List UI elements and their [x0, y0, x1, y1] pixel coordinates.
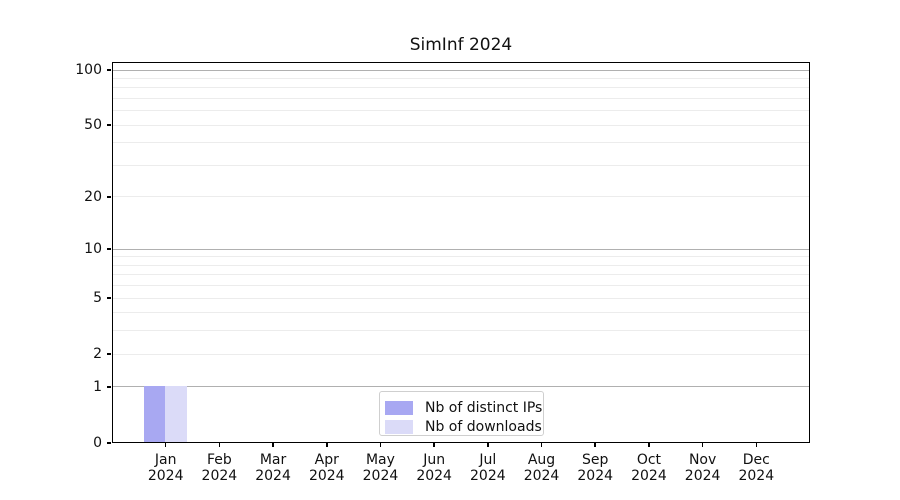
major-gridline: [113, 248, 809, 250]
minor-gridline: [113, 142, 809, 144]
minor-gridline: [113, 353, 809, 355]
major-gridline: [113, 69, 809, 71]
x-tick-label: Jun 2024: [416, 452, 452, 484]
x-tick-label: Oct 2024: [631, 452, 667, 484]
minor-gridline: [113, 124, 809, 126]
x-tick: [326, 443, 328, 447]
y-tick: [107, 297, 111, 299]
x-tick: [487, 443, 489, 447]
legend-item-downloads: Nb of downloads: [385, 417, 543, 436]
y-tick-label: 50: [84, 117, 102, 134]
y-tick: [107, 124, 111, 126]
y-tick-label: 1: [93, 378, 102, 395]
minor-gridline: [113, 312, 809, 314]
y-tick-label: 0: [93, 435, 102, 451]
legend-label-distinct-ips: Nb of distinct IPs: [425, 399, 543, 416]
y-tick-label: 20: [84, 188, 102, 205]
x-tick-label: Jul 2024: [470, 452, 506, 484]
y-tick-label: 2: [93, 346, 102, 363]
y-tick: [107, 196, 111, 198]
x-tick: [701, 443, 704, 447]
legend-label-downloads: Nb of downloads: [425, 418, 542, 435]
x-tick-label: Mar 2024: [255, 452, 291, 484]
x-tick: [433, 443, 435, 447]
minor-gridline: [113, 97, 809, 99]
minor-gridline: [113, 196, 809, 198]
x-tick: [540, 443, 543, 447]
plot-area: [112, 62, 810, 443]
minor-gridline: [113, 285, 809, 287]
chart-title: SimInf 2024: [409, 35, 513, 55]
minor-gridline: [113, 77, 809, 79]
minor-gridline: [113, 274, 809, 276]
x-tick-label: Apr 2024: [308, 452, 345, 484]
x-tick: [164, 443, 167, 447]
x-tick-label: May 2024: [362, 452, 399, 484]
bar-nb-of-distinct-ips: [143, 386, 166, 443]
y-tick: [107, 248, 111, 250]
x-tick-label: Sep 2024: [577, 452, 614, 484]
minor-gridline: [113, 110, 809, 112]
y-tick-label: 100: [75, 62, 102, 78]
x-tick: [272, 443, 274, 447]
x-tick-label: Aug 2024: [523, 452, 560, 484]
x-tick: [379, 443, 382, 447]
major-gridline: [113, 386, 809, 388]
y-tick-label: 10: [84, 241, 102, 258]
x-tick-label: Feb 2024: [201, 452, 238, 484]
legend-swatch-downloads: [385, 419, 413, 434]
x-tick: [218, 443, 221, 447]
x-tick: [755, 443, 758, 447]
legend-item-distinct-ips: Nb of distinct IPs: [385, 398, 543, 417]
minor-gridline: [113, 87, 809, 89]
minor-gridline: [113, 164, 809, 166]
minor-gridline: [113, 264, 809, 266]
minor-gridline: [113, 330, 809, 332]
minor-gridline: [113, 256, 809, 258]
legend-swatch-distinct-ips: [385, 400, 413, 415]
y-tick: [107, 442, 111, 444]
y-tick-label: 5: [93, 290, 102, 307]
y-tick: [107, 353, 111, 355]
y-tick: [107, 69, 111, 71]
minor-gridline: [113, 297, 809, 299]
bar-nb-of-downloads: [165, 386, 187, 443]
x-tick: [648, 443, 650, 447]
x-tick: [594, 443, 596, 447]
x-tick-label: Jan 2024: [147, 452, 184, 484]
x-tick-label: Nov 2024: [684, 452, 721, 484]
y-tick: [107, 386, 111, 388]
x-tick-label: Dec 2024: [738, 452, 775, 484]
legend: Nb of distinct IPs Nb of downloads: [379, 391, 544, 436]
